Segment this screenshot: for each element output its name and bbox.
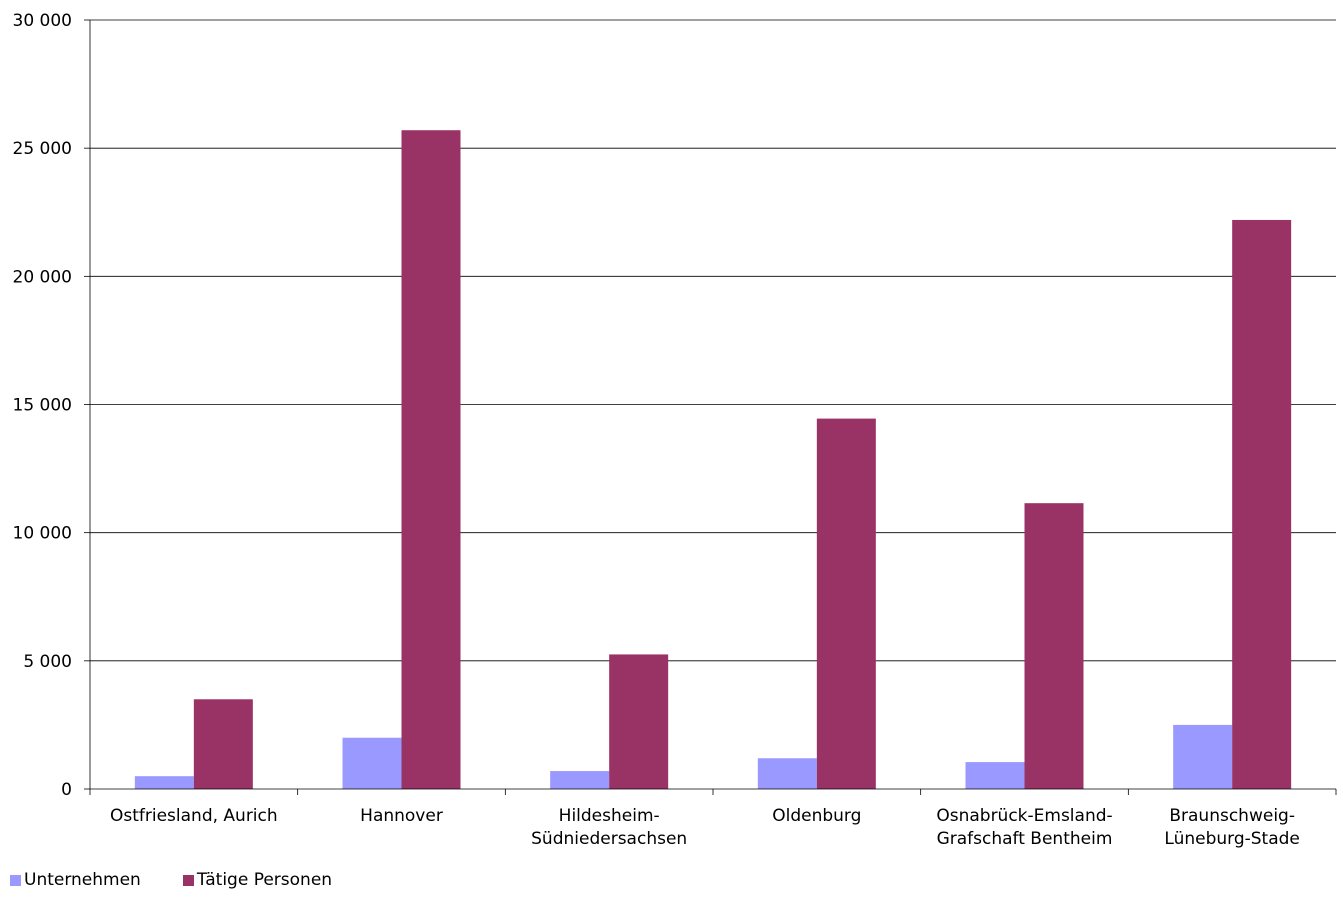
bar-unternehmen-0 [134,776,194,789]
legend-label-taetige-personen: Tätige Personen [196,870,333,890]
bar-t-tige-personen-1 [401,130,461,789]
bar-t-tige-personen-4 [1024,503,1084,789]
axes [84,19,1337,795]
bar-t-tige-personen-2 [609,654,669,789]
bar-unternehmen-5 [1173,724,1233,789]
y-tick-label: 10 000 [13,524,72,544]
y-tick-label: 0 [61,780,72,800]
bar-t-tige-personen-0 [193,699,253,789]
legend-swatch-unternehmen [10,874,21,886]
y-tick-label: 30 000 [13,11,72,31]
x-tick-label: Oldenburg [772,806,861,826]
legend-label-unternehmen: Unternehmen [24,870,141,890]
legend-swatch-taetige-personen [182,874,194,886]
x-tick-label: Hildesheim-Südniedersachsen [531,806,687,849]
y-tick-labels: 0 5 000 10 000 15 000 20 000 25 000 30 000 [13,11,72,800]
y-tick-label: 5 000 [23,652,72,672]
legend: Unternehmen Tätige Personen [10,870,332,890]
x-tick-label: Braunschweig-Lüneburg-Stade [1164,806,1300,849]
bar-unternehmen-1 [342,737,402,789]
y-tick-label: 25 000 [13,139,72,159]
bar-unternehmen-4 [965,762,1025,789]
bar-unternehmen-2 [550,771,610,789]
x-tick-label: Osnabrück-Emsland-Grafschaft Bentheim [936,806,1112,849]
x-tick-label: Hannover [360,806,443,826]
y-tick-label: 15 000 [13,396,72,416]
bar-t-tige-personen-5 [1232,219,1292,789]
y-tick-label: 20 000 [13,267,72,287]
x-tick-labels: Ostfriesland, Aurich Hannover Hildesheim-S… [110,806,1300,849]
bars [134,130,1292,789]
bar-chart: 0 5 000 10 000 15 000 20 000 25 000 30 000 Ost… [13,11,1337,849]
bar-unternehmen-3 [757,758,817,789]
legend-item-taetige-personen: Tätige Personen [182,870,333,890]
gridlines [90,19,1336,662]
legend-item-unternehmen: Unternehmen [10,870,141,890]
x-tick-label: Ostfriesland, Aurich [110,806,278,826]
bar-t-tige-personen-3 [816,418,876,789]
